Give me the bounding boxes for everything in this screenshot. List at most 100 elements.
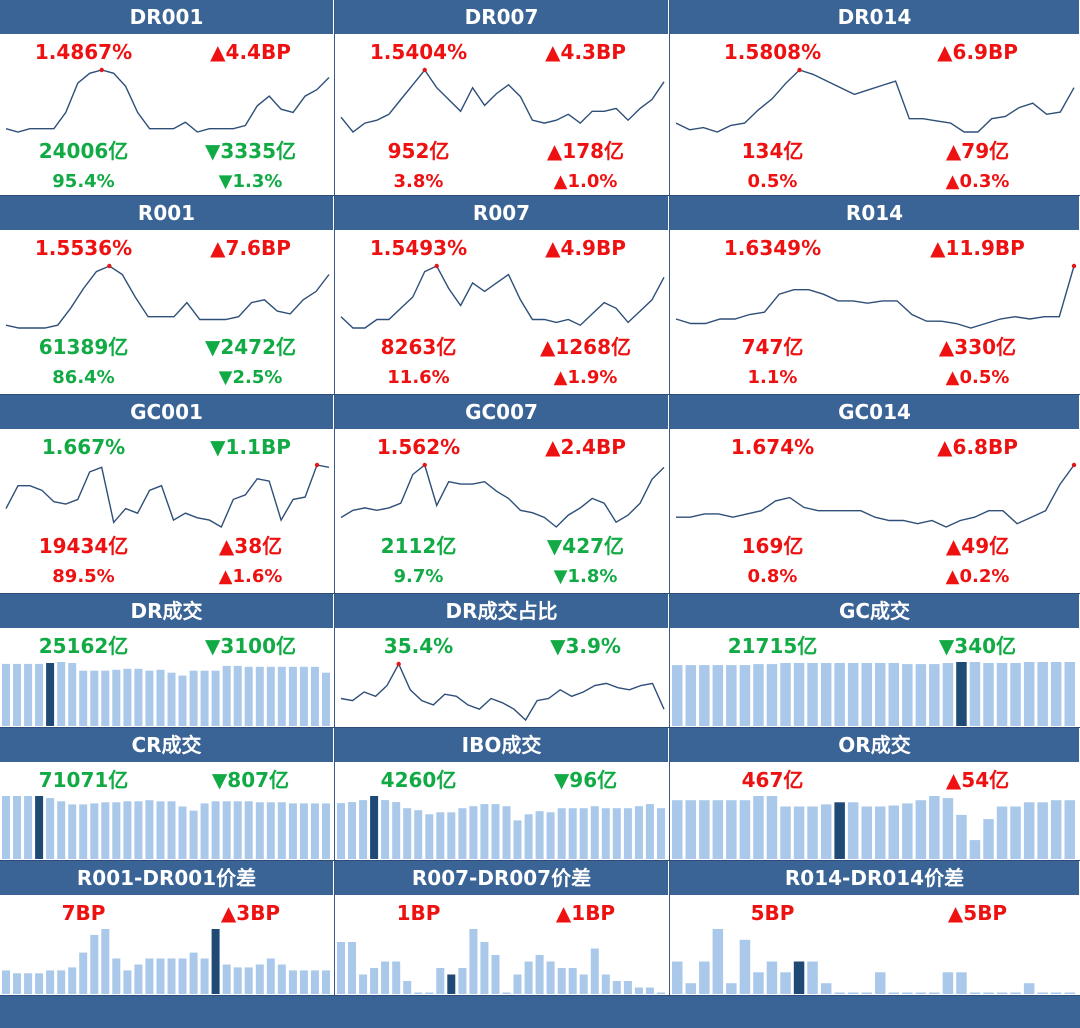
bar [579,808,588,859]
bar [983,663,994,726]
bar [590,806,599,859]
share-value: 11.6% [387,367,450,388]
panel-title: R014 [670,196,1080,230]
panel-title: CR成交 [0,728,334,762]
volume-value: 8263亿 [380,335,457,359]
bar [458,968,467,994]
bar [888,992,899,994]
share-value: 0.5% [747,171,798,192]
bar [359,974,368,994]
panel-row-1: DR001 1.4867% ▲4.4BP 24006亿 ▼3335亿 95.4% ▼1.3%… [0,0,1080,196]
bar [244,801,253,859]
bar [189,670,198,726]
panel-title: R001-DR001价差 [0,861,334,895]
bar [266,958,275,994]
bar [436,812,445,859]
bar [381,800,390,859]
bar [79,670,88,726]
bar [425,814,434,859]
bar [189,810,198,859]
sparkline-chart [340,462,665,528]
bar [929,664,940,726]
bar [524,961,533,994]
bar [57,801,66,859]
share-change: ▲1.6% [218,566,283,587]
bar [134,668,143,726]
bar [888,663,899,726]
bar [766,796,778,859]
bar [46,798,55,859]
rate-change: ▲2.4BP [545,435,626,459]
bar [657,808,665,859]
panel-gc--cn: GC成交 21715亿 ▼340亿 [670,594,1080,728]
bar [601,808,610,859]
sparkline-chart [676,462,1077,528]
bar [458,808,467,859]
bar [178,675,187,726]
bar [436,968,445,994]
bar [491,804,500,859]
max-marker [314,462,320,468]
panel-row-3: GC001 1.667% ▼1.1BP 19434亿 ▲38亿 89.5% ▲1.6% GC0… [0,395,1080,594]
bar [1023,983,1035,994]
bar [57,970,66,994]
rate-change: ▲6.9BP [937,40,1018,64]
bar-chart [672,796,1075,859]
bar [1010,806,1021,859]
max-marker [1071,462,1077,468]
headline-change: ▲3BP [220,901,281,925]
rate-change: ▲4.4BP [210,40,291,64]
bar [57,662,66,726]
bar-current [211,929,220,994]
bar [277,964,286,994]
bar [1064,800,1075,859]
volume-value: 134亿 [741,139,804,163]
bar [392,802,401,859]
bar [601,974,610,994]
bar [200,958,209,994]
panel-row-6: R001-DR001价差 7BP ▲3BP R007-DR007价差 1BP ▲1BP R0… [0,861,1080,996]
bar [13,663,21,726]
bar [322,803,330,859]
bar [915,664,927,726]
series-line [340,68,665,133]
bar [983,819,994,859]
max-marker [422,462,427,468]
bar [101,670,110,726]
bar [861,992,872,994]
bar [222,801,231,859]
bar [90,670,99,726]
volume-value: 952亿 [387,139,450,163]
panel-title: DR014 [670,0,1080,34]
share-value: 0.8% [747,566,798,587]
panel-r001-dr001--cn: R001-DR001价差 7BP ▲3BP [0,861,335,996]
bar [156,801,165,859]
bar [24,796,33,859]
bar [1050,800,1062,859]
bar [123,668,132,726]
bar [1064,662,1075,726]
bar-chart [2,662,330,726]
bar [90,803,99,859]
panel-title: DR001 [0,0,334,34]
bar [2,796,10,859]
rate-change: ▲4.9BP [545,236,626,260]
series-line [5,464,330,528]
max-marker [396,661,401,667]
bar [513,820,522,859]
bar [888,805,899,859]
headline-change: ▼3100亿 [204,634,297,658]
bar-current [834,802,845,859]
panel-r001: R001 1.5536% ▲7.6BP 61389亿 ▼2472亿 86.4% ▼2.5% [0,196,335,395]
bar [244,666,253,726]
bar [1010,663,1021,726]
bar [634,806,643,859]
bar [753,664,764,726]
bar [685,983,696,994]
bar [557,808,566,859]
panel-r007: R007 1.5493% ▲4.9BP 8263亿 ▲1268亿 11.6% ▲1.9% [335,196,670,395]
volume-value: 2112亿 [380,534,457,558]
bar [672,961,683,994]
bar [590,948,599,994]
headline-change: ▼96亿 [553,768,618,792]
